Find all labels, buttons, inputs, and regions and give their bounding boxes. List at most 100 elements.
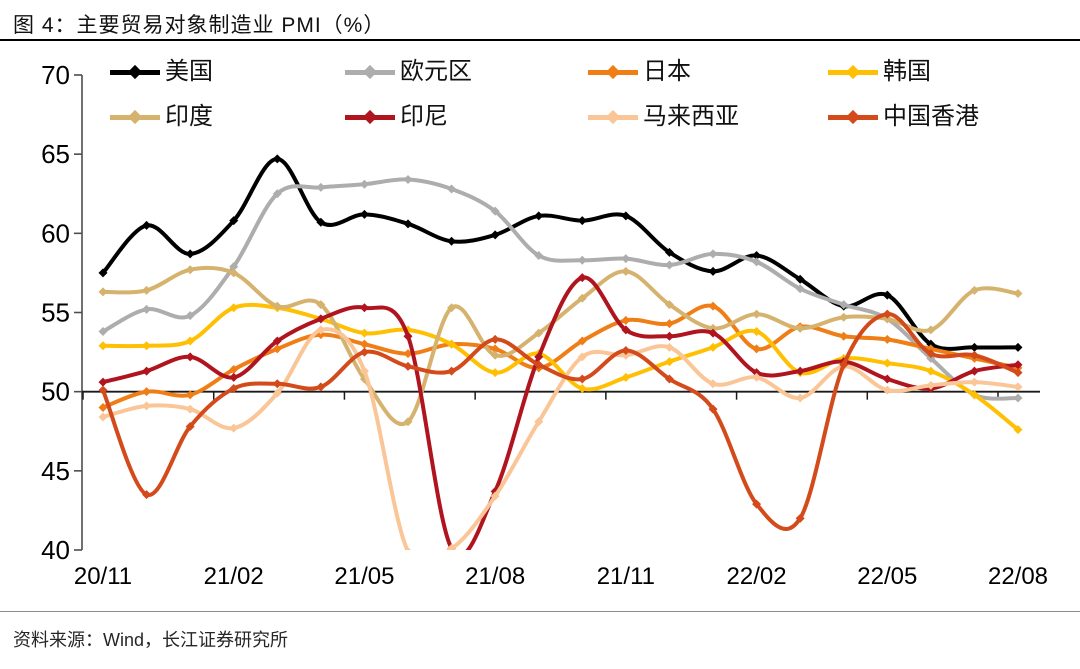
x-axis-label: 22/02 (727, 563, 787, 590)
data-point-marker (98, 341, 108, 351)
data-point-marker (272, 344, 282, 354)
legend-label: 中国香港 (883, 103, 979, 130)
data-point-marker (882, 314, 892, 324)
diamond-marker-icon (845, 109, 861, 125)
data-point-marker (405, 547, 411, 550)
data-point-marker (926, 325, 936, 335)
data-point-marker (752, 368, 762, 378)
data-point-marker (752, 499, 762, 509)
data-point-marker (316, 325, 326, 335)
series-line (101, 265, 1020, 426)
data-point-marker (272, 379, 282, 389)
data-point-marker (316, 382, 326, 392)
x-axis-label: 21/11 (597, 563, 655, 590)
data-point-marker (490, 491, 500, 501)
data-point-marker (447, 184, 457, 194)
data-point-marker (882, 358, 892, 368)
diamond-marker-icon (605, 64, 621, 80)
figure-header: 图 4：主要贸易对象制造业 PMI（%） (0, 0, 1080, 41)
data-point-marker (142, 366, 152, 376)
data-point-marker (621, 372, 631, 382)
data-point-marker (98, 385, 108, 395)
plot-area (98, 154, 1023, 550)
data-point-marker (185, 352, 195, 362)
data-point-marker (664, 331, 674, 341)
data-point-marker (926, 380, 936, 390)
data-point-marker (185, 404, 195, 414)
y-axis-label: 55 (41, 298, 70, 328)
data-point-marker (926, 366, 936, 376)
data-point-marker (229, 303, 239, 313)
data-point-marker (185, 249, 195, 259)
data-point-marker (577, 255, 587, 265)
data-point-marker (969, 342, 979, 352)
legend-line-marker-icon (345, 57, 395, 87)
legend-item-印度: 印度 (110, 102, 213, 132)
data-point-marker (447, 543, 457, 550)
y-axis-label: 50 (41, 377, 70, 407)
figure-title: 图 4：主要贸易对象制造业 PMI（%） (13, 14, 386, 37)
data-point-marker (185, 265, 195, 275)
data-point-marker (795, 284, 805, 294)
legend-item-马来西亚: 马来西亚 (588, 102, 739, 132)
legend-item-欧元区: 欧元区 (345, 57, 472, 87)
data-point-marker (882, 374, 892, 384)
data-point-marker (708, 379, 718, 389)
data-point-marker (752, 309, 762, 319)
data-point-marker (98, 327, 108, 336)
data-point-marker (1013, 289, 1023, 298)
x-axis-label: 21/02 (204, 563, 264, 590)
data-point-marker (577, 374, 587, 384)
data-point-marker (447, 303, 457, 313)
data-point-marker (185, 422, 195, 431)
series-马来西亚 (98, 325, 1023, 550)
data-point-marker (447, 236, 457, 246)
data-point-marker (229, 262, 239, 272)
data-point-marker (272, 301, 282, 311)
data-point-marker (534, 328, 544, 338)
data-point-marker (577, 293, 587, 303)
data-point-marker (839, 300, 849, 310)
data-point-marker (272, 154, 282, 164)
legend-item-日本: 日本 (588, 57, 691, 87)
data-point-marker (185, 390, 195, 400)
legend-line-marker-icon (110, 57, 160, 87)
data-point-marker (577, 216, 587, 226)
data-point-marker (142, 285, 152, 295)
data-point-marker (490, 368, 500, 378)
data-point-marker (664, 342, 674, 352)
data-point-marker (403, 417, 413, 427)
data-point-marker (142, 341, 152, 351)
data-point-marker (490, 206, 500, 216)
data-point-marker (316, 217, 326, 227)
data-point-marker (1013, 360, 1023, 370)
legend-label: 美国 (165, 58, 213, 85)
data-point-marker (98, 287, 108, 297)
data-point-marker (969, 350, 979, 360)
legend-line-marker-icon (828, 57, 878, 87)
data-point-marker (534, 360, 544, 370)
legend-item-中国香港: 中国香港 (828, 102, 979, 132)
legend-line-marker-icon (345, 102, 395, 132)
data-point-marker (577, 336, 587, 346)
series-line (101, 302, 1020, 432)
data-point-marker (1013, 382, 1023, 392)
series-line (101, 177, 1020, 401)
data-point-marker (708, 404, 718, 414)
data-point-marker (229, 216, 239, 226)
data-point-marker (316, 300, 326, 310)
series-美国 (98, 154, 1023, 352)
legend-line-marker-icon (588, 102, 638, 132)
data-point-marker (1013, 342, 1023, 352)
data-point-marker (359, 339, 369, 349)
data-point-marker (359, 328, 369, 338)
data-point-marker (969, 390, 979, 400)
data-point-marker (490, 230, 500, 240)
data-point-marker (490, 350, 500, 360)
data-point-marker (185, 336, 195, 346)
data-point-marker (359, 179, 369, 189)
legend-item-印尼: 印尼 (345, 102, 448, 132)
data-point-marker (1013, 425, 1023, 435)
data-point-marker (795, 323, 805, 333)
